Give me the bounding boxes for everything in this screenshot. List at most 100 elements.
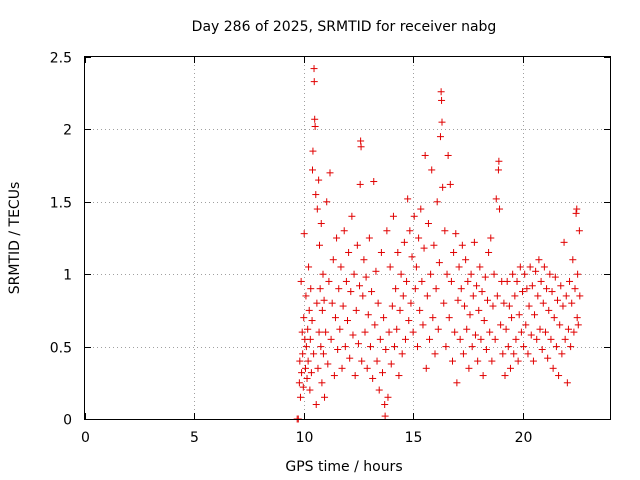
data-point xyxy=(323,198,331,206)
data-point xyxy=(400,238,408,246)
data-point xyxy=(417,205,425,213)
data-point xyxy=(372,267,380,275)
data-point xyxy=(504,343,512,351)
data-point xyxy=(364,311,372,319)
data-point xyxy=(359,292,367,300)
data-point xyxy=(345,248,353,256)
data-point xyxy=(468,343,476,351)
data-point xyxy=(319,350,327,358)
data-point xyxy=(313,299,321,307)
data-point xyxy=(524,350,532,358)
data-point xyxy=(356,282,364,290)
data-point xyxy=(385,328,393,336)
data-point xyxy=(487,234,495,242)
data-point xyxy=(471,331,479,339)
data-point xyxy=(554,296,561,304)
data-point xyxy=(466,311,474,319)
data-point xyxy=(516,263,524,271)
data-point xyxy=(305,306,313,314)
data-point xyxy=(404,195,412,203)
data-point xyxy=(325,277,333,285)
y-axis-label: SRMTID / TECUs xyxy=(7,182,23,295)
data-point xyxy=(437,88,445,96)
data-point xyxy=(558,350,566,358)
data-point xyxy=(344,317,351,325)
data-point xyxy=(486,328,494,336)
y-tick-label: 1 xyxy=(63,268,72,284)
data-point xyxy=(337,263,345,271)
data-point xyxy=(576,292,584,300)
data-point xyxy=(363,364,371,372)
data-point xyxy=(548,288,556,296)
data-point xyxy=(555,372,563,380)
data-point xyxy=(454,296,462,304)
x-tick-label: 20 xyxy=(515,430,533,446)
data-point xyxy=(562,292,570,300)
data-point xyxy=(380,314,388,322)
data-point xyxy=(424,220,432,228)
data-point xyxy=(552,343,560,351)
data-point xyxy=(373,357,381,365)
data-point xyxy=(508,314,516,322)
data-point xyxy=(341,343,349,351)
x-tick-labels: 0 5 10 15 20 xyxy=(81,430,532,446)
data-point xyxy=(309,147,317,155)
data-point xyxy=(574,321,582,329)
data-point xyxy=(521,270,529,278)
data-point xyxy=(376,335,384,343)
data-point xyxy=(382,345,390,353)
data-point xyxy=(456,335,464,343)
data-point xyxy=(441,227,449,235)
data-point xyxy=(342,277,350,285)
data-point xyxy=(447,277,455,285)
data-point xyxy=(299,383,307,391)
data-point xyxy=(423,292,431,300)
data-point xyxy=(438,96,446,104)
data-point xyxy=(573,205,581,213)
data-point xyxy=(300,230,308,238)
data-point xyxy=(566,277,574,285)
data-point xyxy=(307,285,315,293)
data-point xyxy=(529,357,537,365)
data-point xyxy=(379,369,386,377)
data-point xyxy=(513,277,521,285)
data-point xyxy=(389,212,397,220)
data-point xyxy=(462,256,470,264)
data-point xyxy=(444,151,452,159)
data-point xyxy=(349,331,357,339)
data-point xyxy=(391,343,399,351)
data-point xyxy=(443,270,451,278)
data-point xyxy=(476,263,484,271)
data-point xyxy=(318,306,326,314)
data-point xyxy=(348,212,356,220)
data-point xyxy=(354,340,362,348)
data-point xyxy=(556,321,564,329)
data-point xyxy=(383,227,391,235)
data-point xyxy=(357,143,365,151)
data-point xyxy=(368,288,376,296)
data-point xyxy=(318,379,326,387)
data-point xyxy=(452,230,460,238)
data-point xyxy=(520,343,528,351)
y-tick-labels: 0 0.5 1 1.5 2 2.5 xyxy=(50,51,72,429)
data-point xyxy=(401,335,409,343)
y-tick-label: 0.5 xyxy=(50,341,72,357)
data-point xyxy=(484,296,491,304)
data-point xyxy=(327,335,335,343)
data-point xyxy=(464,277,472,285)
data-point xyxy=(322,328,330,336)
data-point xyxy=(467,270,475,278)
data-point xyxy=(339,302,347,310)
data-point xyxy=(439,183,447,191)
data-point xyxy=(482,345,490,353)
data-point xyxy=(574,270,582,278)
data-point xyxy=(492,195,500,203)
data-point xyxy=(394,248,402,256)
data-point xyxy=(564,325,572,333)
data-point xyxy=(545,306,553,314)
data-point xyxy=(352,306,360,314)
data-point xyxy=(308,317,316,325)
data-point xyxy=(575,227,583,235)
data-point xyxy=(306,386,314,394)
